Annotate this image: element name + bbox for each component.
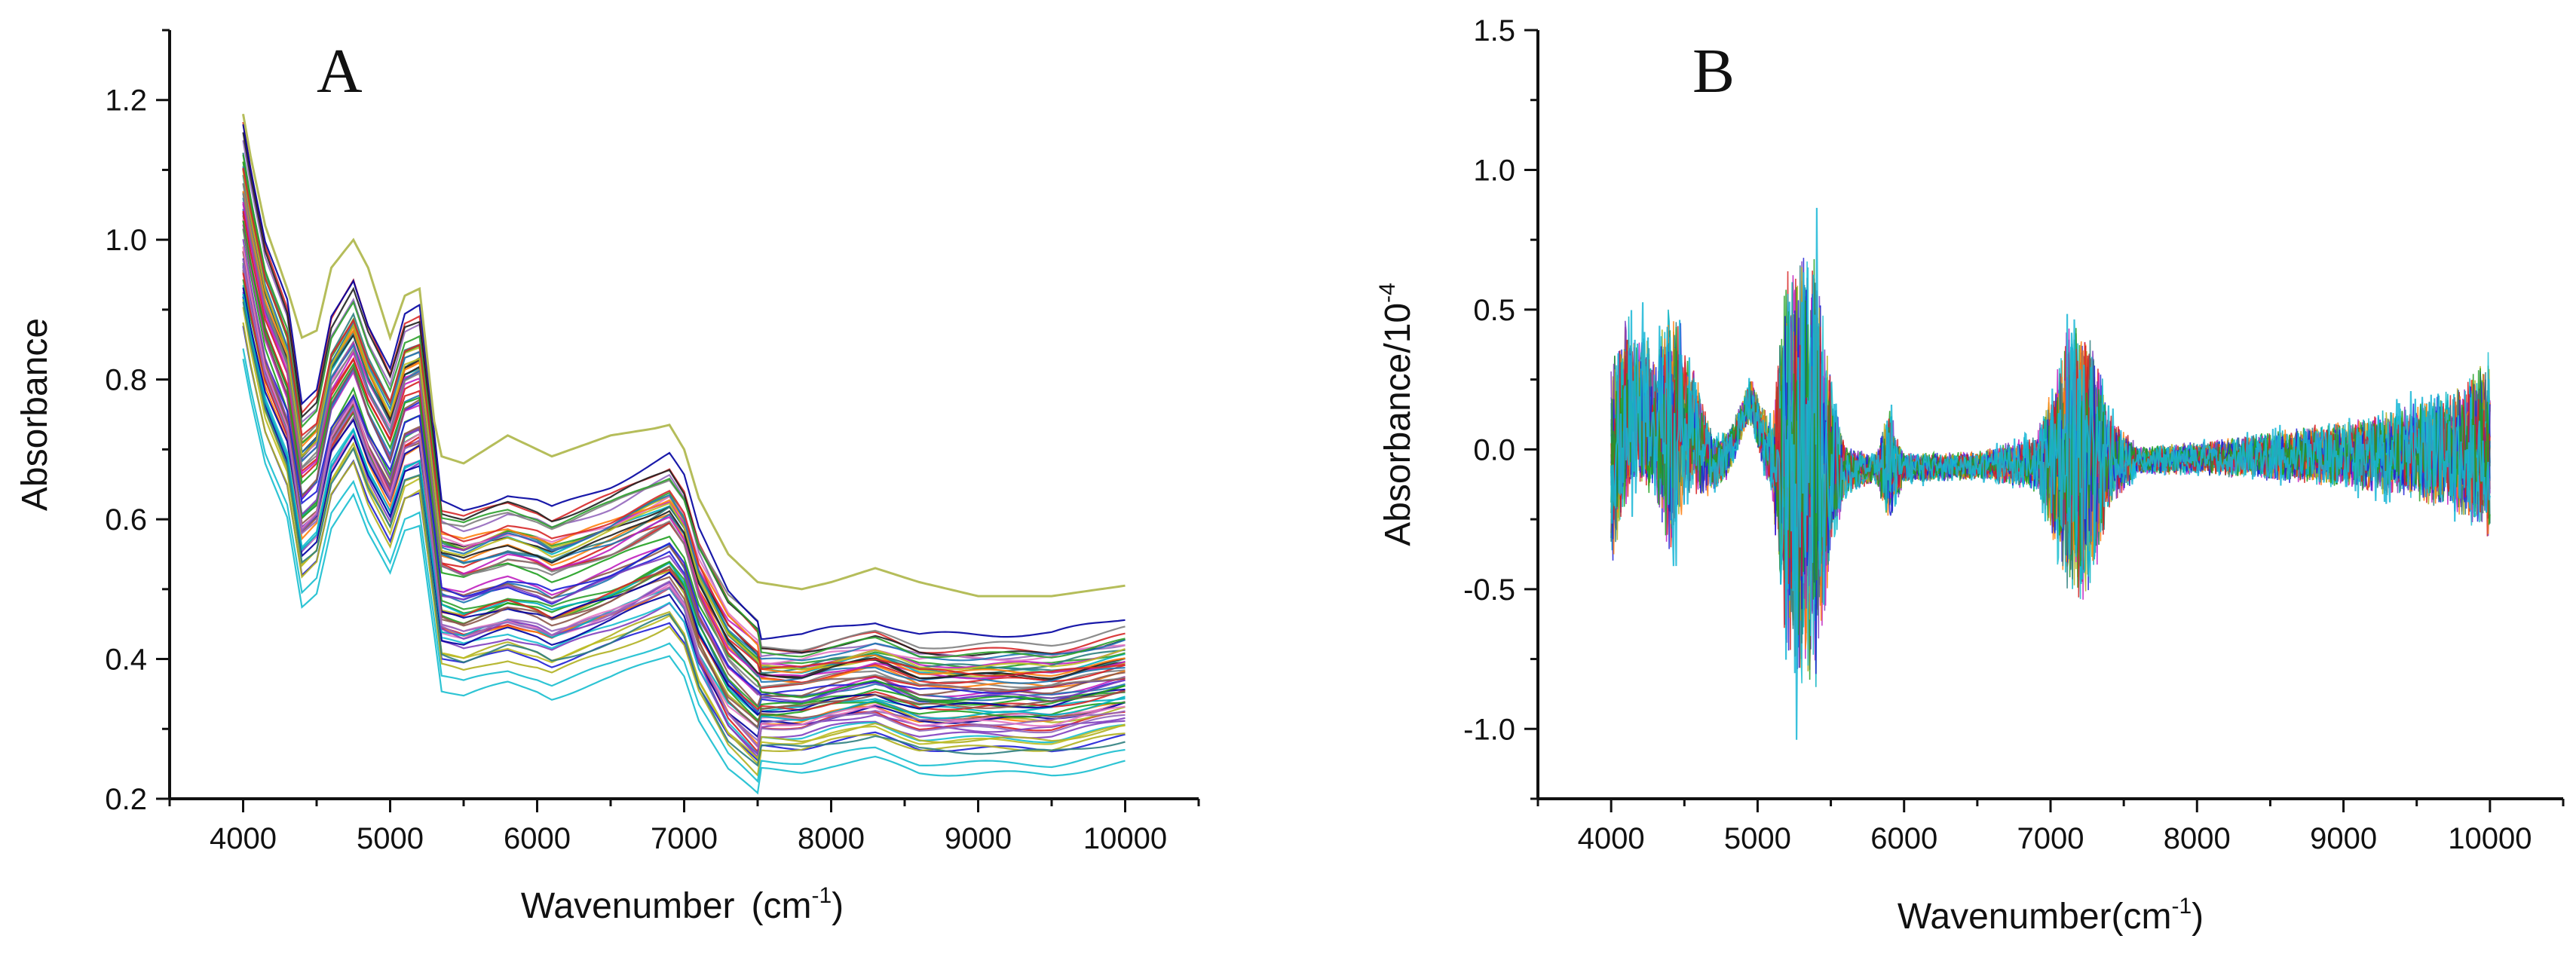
panel-a-y-tick-label: 1.0 — [105, 224, 147, 257]
panel-a-spectrum-line — [242, 322, 1126, 778]
panel-b-x-title: Wavenumber(cm-1) — [1898, 894, 2204, 937]
panel-a-spectrum-line — [242, 307, 1126, 766]
panel-b-x-title-unit: (cm — [2112, 897, 2172, 937]
panel-b-x-title-main: Wavenumber — [1898, 897, 2112, 937]
panel-a-spectrum-line — [242, 167, 1126, 677]
panel-b-series-group — [1610, 207, 2491, 740]
panel-a-spectrum-line — [242, 326, 1126, 763]
panel-b-y-tick-label: 1.5 — [1473, 14, 1515, 47]
panel-b-x-tick-label: 6000 — [1870, 822, 1937, 855]
panel-b-x-tick-label: 10000 — [2448, 822, 2532, 855]
panel-a-spectrum-line — [242, 258, 1126, 696]
panel-a-x-tick-label: 8000 — [798, 822, 865, 855]
panel-a-series-group — [242, 114, 1126, 795]
panel-b-x-tick-label: 4000 — [1578, 822, 1645, 855]
panel-a-spectrum-line — [242, 220, 1126, 703]
panel-b-x-title-close: ) — [2192, 897, 2204, 937]
panel-a-spectrum-line — [242, 124, 1126, 641]
panel-b-y-tick-label: 0.0 — [1473, 433, 1515, 466]
panel-a-outlier-spectrum-line — [242, 114, 1126, 598]
panel-b-y-tick-label: -1.0 — [1463, 713, 1515, 746]
panel-a-label: A — [317, 36, 363, 106]
panel-a-y-tick-label: 0.2 — [105, 783, 147, 816]
panel-a-spectrum-line — [242, 154, 1126, 659]
panel-a-spectrum-line — [242, 301, 1126, 767]
panel-a-y-tick-label: 0.4 — [105, 644, 147, 677]
panel-b-y-tick-label: 0.5 — [1473, 294, 1515, 327]
panel-b-label: B — [1692, 36, 1735, 106]
panel-a-x-tick-label: 6000 — [504, 822, 571, 855]
panel-b-y-tick-label: 1.0 — [1473, 154, 1515, 187]
panel-a-x-title: Wavenumber (cm-1) — [521, 883, 844, 926]
panel-a-x-tick-label: 7000 — [651, 822, 718, 855]
panel-a-spectrum-line — [242, 252, 1126, 729]
panel-b-y-title-exp: -4 — [1375, 283, 1400, 303]
panel-a-spectrum-line — [242, 170, 1126, 671]
panel-b-y-title-main: Absorbance/10 — [1378, 303, 1418, 546]
panel-a-x-tick-label: 5000 — [357, 822, 424, 855]
panel-b-spectrum-line — [1610, 207, 2491, 740]
panel-a-x-title-unit: (cm — [752, 886, 812, 926]
panel-a-spectrum-line — [242, 215, 1126, 708]
panel-a-y-tick-label: 0.8 — [105, 364, 147, 397]
panel-a-spectrum-line — [242, 348, 1126, 783]
panel-a-spectrum-line — [242, 132, 1126, 657]
panel-a-spectrum-line — [242, 358, 1126, 795]
panel-b-x-tick-label: 5000 — [1724, 822, 1791, 855]
panel-a-x-title-close: ) — [832, 886, 844, 926]
panel-a-y-title: Absorbance — [15, 318, 55, 511]
panel-a-y-tick-label: 1.2 — [105, 84, 147, 118]
panel-a-x-title-exp: -1 — [811, 883, 832, 908]
panel-a-y-tick-label: 0.6 — [105, 503, 147, 537]
panel-a-spectrum-line — [242, 193, 1126, 692]
panel-a-spectrum-line — [242, 259, 1126, 748]
panel-b-x-tick-label: 7000 — [2017, 822, 2084, 855]
panel-a-spectrum-line — [242, 168, 1126, 680]
panel-a-x-title-main: Wavenumber — [521, 886, 735, 926]
panel-b-chart: B 4000 5000 6000 7000 8000 9000 10000 -1.0 -0.5 0… — [1375, 14, 2565, 937]
panel-a-spectrum-line — [242, 264, 1126, 702]
panel-b-x-title-exp: -1 — [2171, 894, 2192, 919]
panel-b-x-tick-label: 8000 — [2164, 822, 2231, 855]
panel-a-x-tick-label: 4000 — [210, 822, 277, 855]
panel-a-ticks: 4000 5000 6000 7000 8000 9000 10000 0.2 0.4 0.6 0.… — [105, 29, 1200, 855]
panel-a-x-tick-label: 10000 — [1083, 822, 1167, 855]
panel-a-spectrum-line — [242, 166, 1126, 662]
panel-b-ticks: 4000 5000 6000 7000 8000 9000 10000 -1.0 -0.5 0.0… — [1463, 14, 2565, 855]
panel-a-chart: A 4000 5000 6000 7000 8000 9000 10000 0.2 0.4 0.6… — [15, 29, 1200, 926]
panel-a-spectrum-line — [242, 246, 1126, 749]
panel-b-x-tick-label: 9000 — [2310, 822, 2377, 855]
panel-a-x-tick-label: 9000 — [945, 822, 1012, 855]
panel-b-y-tick-label: -0.5 — [1463, 573, 1515, 607]
panel-b-y-title: Absorbance/10-4 — [1375, 283, 1418, 546]
